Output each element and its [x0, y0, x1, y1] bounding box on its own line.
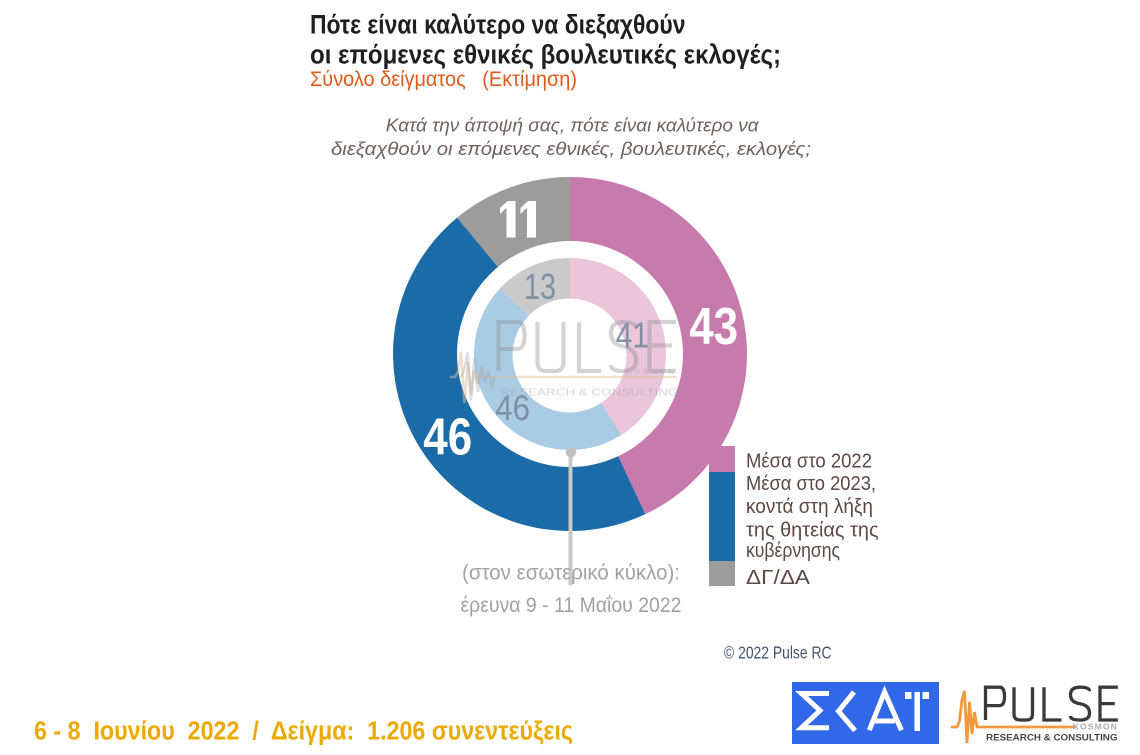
- svg-text:RESEARCH & CONSULTING: RESEARCH & CONSULTING: [501, 388, 679, 399]
- svg-text:διεξαχθούν οι επόμενες εθνικές: διεξαχθούν οι επόμενες εθνικές, βουλευτι…: [331, 138, 811, 159]
- svg-text:οι επόμενες εθνικές βουλευτικέ: οι επόμενες εθνικές βουλευτικές εκλογές;: [310, 39, 781, 69]
- svg-text:© 2022 Pulse RC: © 2022 Pulse RC: [724, 643, 832, 663]
- svg-text:έρευνα 9 - 11 Μαΐου 2022: έρευνα 9 - 11 Μαΐου 2022: [461, 593, 682, 617]
- svg-text:(στον εσωτερικό κύκλο):: (στον εσωτερικό κύκλο):: [462, 561, 680, 585]
- svg-text:KOSMON: KOSMON: [626, 367, 676, 377]
- svg-text:41: 41: [616, 315, 649, 356]
- svg-text:Μέσα στο 2022: Μέσα στο 2022: [746, 451, 872, 473]
- svg-text:της θητείας της: της θητείας της: [746, 520, 879, 542]
- svg-text:6 - 8 Ιουνίου 2022 / Δείγμ: 6 - 8 Ιουνίου 2022 / Δείγμα: 1.206 συνεν…: [34, 718, 573, 746]
- svg-text:κυβέρνησης: κυβέρνησης: [746, 540, 840, 562]
- svg-text:KOSMON: KOSMON: [1073, 722, 1118, 732]
- svg-text:43: 43: [689, 298, 738, 356]
- svg-text:Μέσα στο 2023,: Μέσα στο 2023,: [746, 473, 876, 495]
- svg-text:ΔΓ/ΔΑ: ΔΓ/ΔΑ: [746, 567, 811, 589]
- svg-text:Σύνολο δείγματος (Εκτίμηση): Σύνολο δείγματος (Εκτίμηση): [310, 66, 577, 91]
- svg-text:Κατά την άποψή σας, πότε είναι: Κατά την άποψή σας, πότε είναι καλύτερο …: [386, 115, 760, 136]
- svg-text:46: 46: [423, 408, 472, 466]
- svg-text:46: 46: [495, 389, 530, 428]
- svg-text:RESEARCH & CONSULTING: RESEARCH & CONSULTING: [986, 732, 1118, 742]
- svg-text:κοντά στη λήξη: κοντά στη λήξη: [746, 496, 873, 518]
- svg-text:13: 13: [524, 266, 556, 307]
- svg-text:Πότε είναι καλύτερο να διεξαχθ: Πότε είναι καλύτερο να διεξαχθούν: [310, 9, 686, 39]
